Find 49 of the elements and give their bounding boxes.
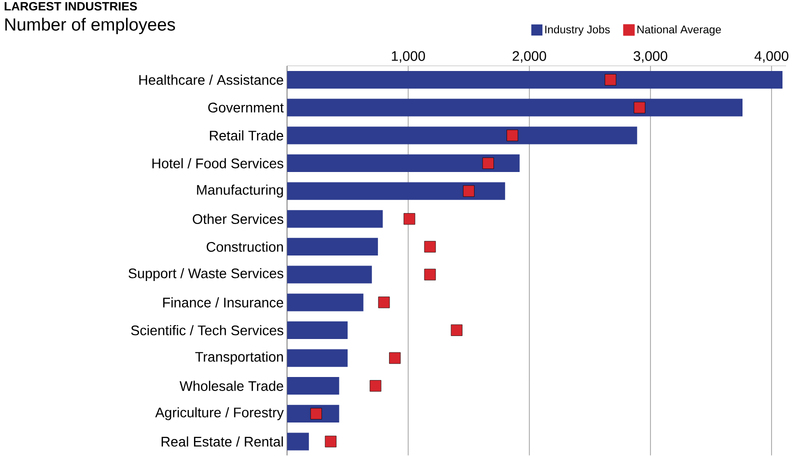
y-tick-label: Retail Trade [210, 130, 284, 141]
y-tick-label: Real Estate / Rental [162, 436, 283, 447]
point [424, 268, 436, 280]
point [424, 241, 436, 253]
bar [287, 377, 340, 395]
point [378, 296, 390, 308]
bar [287, 71, 782, 89]
y-tick-label: Agriculture / Forestry [155, 407, 284, 420]
point [482, 158, 494, 170]
point [450, 324, 462, 336]
y-tick-label: Wholesale Trade [180, 380, 284, 391]
point [324, 436, 336, 448]
text: LARGEST INDUSTRIES [4, 2, 137, 11]
bar [287, 266, 372, 284]
x-tick-label: 3,000 [634, 51, 668, 63]
point [370, 380, 382, 392]
point [634, 102, 646, 114]
point [604, 74, 616, 86]
y-tick-label: Scientific / Tech Services [131, 325, 284, 336]
point [463, 185, 475, 197]
text: Number of employees [5, 18, 175, 34]
x-tick-label: 2,000 [512, 51, 546, 63]
bar [287, 238, 378, 256]
y-tick-label: Transportation [195, 352, 283, 365]
y-tick-label: Construction [206, 242, 283, 252]
bar [287, 126, 638, 144]
legend-label: National Average [637, 25, 721, 36]
y-tick-label: Other Services [192, 214, 284, 224]
bar [287, 182, 506, 200]
x-tick-label: 1,000 [392, 51, 425, 63]
bar [287, 154, 520, 172]
point [506, 130, 518, 142]
y-tick-label: Healthcare / Assistance [139, 74, 284, 85]
bar [287, 349, 348, 367]
x-tick-label: 4,000 [754, 51, 788, 63]
bar [287, 321, 348, 340]
legend-label: Industry Jobs [545, 25, 610, 36]
point [389, 352, 401, 364]
y-tick-label: Manufacturing [197, 184, 283, 198]
y-tick-label: Finance / Insurance [163, 297, 284, 308]
bar [287, 98, 743, 116]
point [310, 408, 322, 420]
y-tick-label: Government [208, 102, 284, 113]
bar [287, 432, 309, 450]
bar [287, 294, 364, 312]
point [404, 213, 416, 225]
y-tick-label: Support / Waste Services [128, 268, 284, 282]
y-tick-label: Hotel / Food Services [152, 158, 284, 168]
bar [287, 210, 383, 228]
